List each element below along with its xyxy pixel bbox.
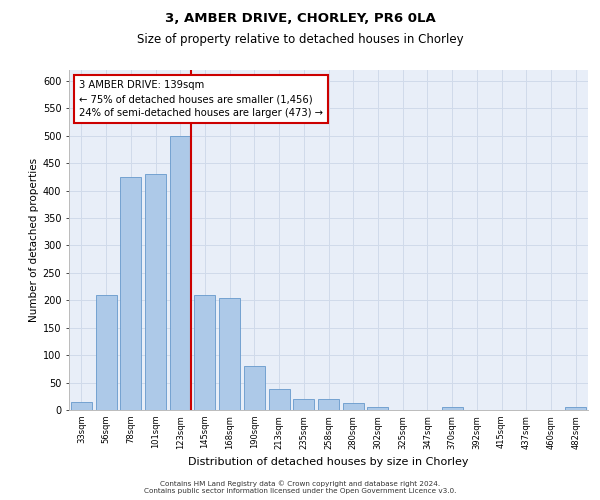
Bar xyxy=(170,136,191,410)
Bar xyxy=(120,177,141,410)
Bar xyxy=(367,408,388,410)
X-axis label: Distribution of detached houses by size in Chorley: Distribution of detached houses by size … xyxy=(188,457,469,467)
Text: 3, AMBER DRIVE, CHORLEY, PR6 0LA: 3, AMBER DRIVE, CHORLEY, PR6 0LA xyxy=(164,12,436,26)
Text: 3 AMBER DRIVE: 139sqm
← 75% of detached houses are smaller (1,456)
24% of semi-d: 3 AMBER DRIVE: 139sqm ← 75% of detached … xyxy=(79,80,323,118)
Bar xyxy=(244,366,265,410)
Y-axis label: Number of detached properties: Number of detached properties xyxy=(29,158,38,322)
Bar xyxy=(95,295,116,410)
Bar xyxy=(318,399,339,410)
Bar xyxy=(442,408,463,410)
Bar xyxy=(293,399,314,410)
Bar xyxy=(343,403,364,410)
Bar xyxy=(219,298,240,410)
Bar xyxy=(71,402,92,410)
Bar xyxy=(145,174,166,410)
Text: Contains HM Land Registry data © Crown copyright and database right 2024.
Contai: Contains HM Land Registry data © Crown c… xyxy=(144,480,456,494)
Bar xyxy=(269,389,290,410)
Bar xyxy=(194,295,215,410)
Text: Size of property relative to detached houses in Chorley: Size of property relative to detached ho… xyxy=(137,32,463,46)
Bar xyxy=(565,408,586,410)
